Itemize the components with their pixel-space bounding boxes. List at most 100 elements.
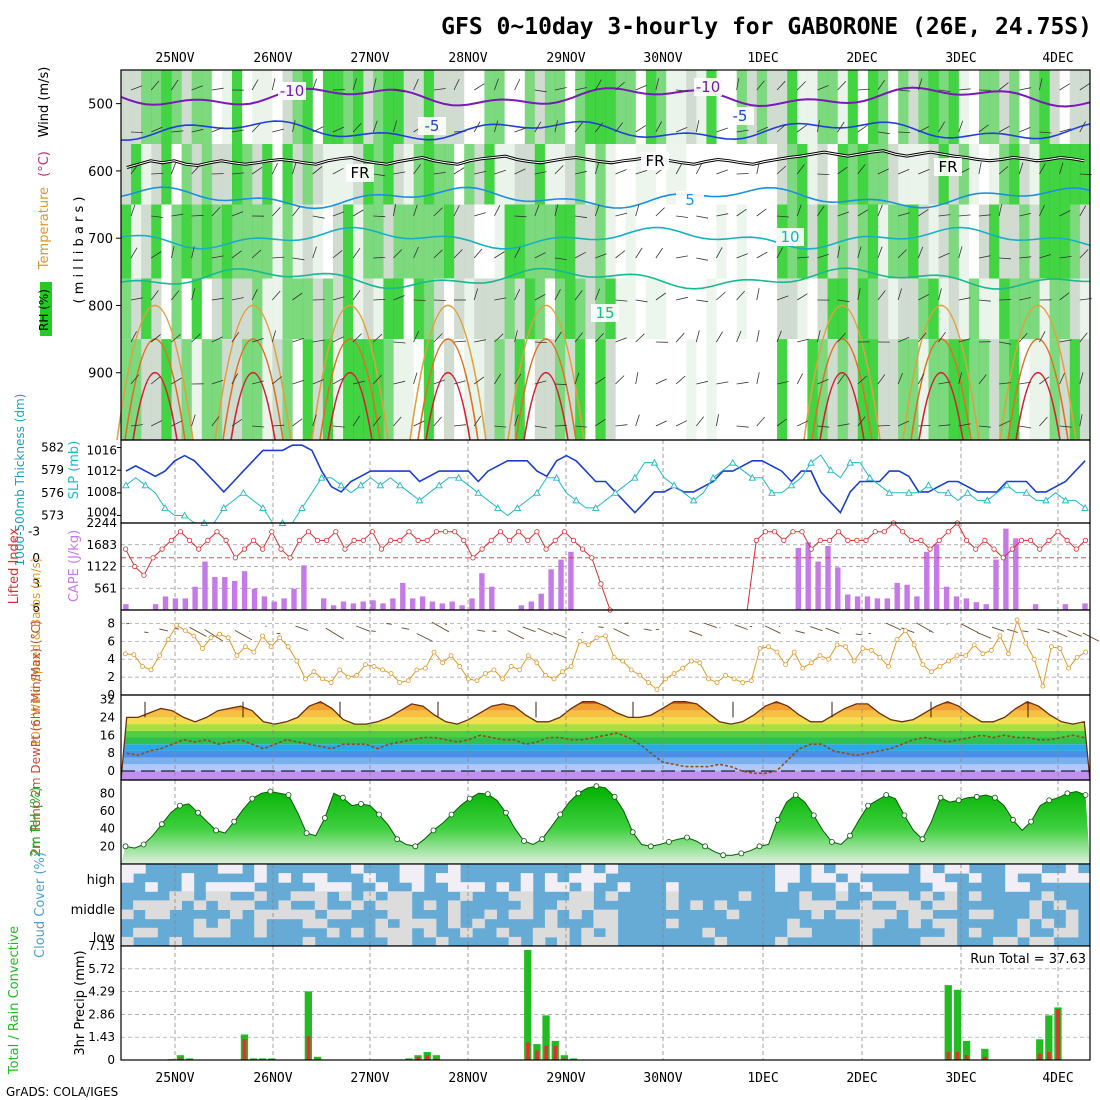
lifted-point-92 [963, 537, 970, 544]
cloud-cell [411, 864, 425, 874]
rh-cell [948, 339, 960, 440]
rh-cell [989, 204, 1000, 279]
wind10-point-86 [860, 646, 866, 651]
wind10-point-79 [800, 665, 806, 671]
rh-cell [201, 339, 213, 440]
wind-barb [332, 250, 343, 259]
wind-barb [736, 381, 749, 385]
wind10-point-61 [646, 680, 651, 685]
isotherm-label-bg [694, 78, 722, 96]
rh-cell [989, 144, 1000, 205]
cape-ytick-label-3: 2244 [86, 516, 117, 530]
cloud-cell [254, 891, 267, 901]
cloud-cell [702, 927, 715, 938]
rh-cell [716, 278, 728, 339]
wind-barb [615, 337, 627, 343]
wind-barb [1079, 83, 1091, 91]
rh-cell [837, 70, 849, 144]
cloud-cell [726, 909, 740, 920]
rh-cell [958, 204, 970, 279]
rh-point-94 [973, 793, 980, 800]
thickness-point-54 [650, 458, 659, 466]
wind10-barb [643, 628, 652, 631]
rh-cell [474, 70, 485, 144]
isotherm-label-bg [641, 152, 669, 170]
wind10-point-81 [817, 653, 823, 658]
thickness-point-58 [689, 496, 698, 504]
lifted-point-94 [982, 537, 988, 544]
rh-cell [595, 144, 606, 205]
lifted-point-74 [799, 529, 805, 535]
rh-cell [999, 204, 1010, 279]
wind-barb [695, 120, 700, 133]
temp-band-9 [121, 710, 1090, 718]
cloud-cell [787, 864, 800, 874]
wind-barb [999, 382, 1012, 385]
wind10-point-9 [200, 646, 205, 651]
cloud-cell [217, 891, 231, 901]
rh-cell [433, 339, 445, 440]
rh-point-20 [303, 830, 310, 836]
rh-cell [746, 278, 758, 339]
bottom-day-label-1: 26NOV [253, 1071, 292, 1086]
wind10-barb [764, 625, 781, 634]
thickness-point-62 [728, 458, 737, 466]
rh-cell [242, 144, 253, 205]
cape-bar-43 [548, 569, 554, 610]
cloud-cell [569, 909, 582, 920]
wind10-barb [598, 626, 604, 628]
rh-point-56 [629, 829, 636, 836]
wind-barb [877, 79, 886, 91]
cloud-cell [944, 882, 958, 892]
rh-cell [282, 144, 294, 205]
wind-barb [332, 296, 345, 301]
cape-bar-73 [845, 594, 851, 610]
wind-barb [817, 425, 830, 428]
wind-barb [575, 170, 587, 175]
lifted-point-98 [1018, 537, 1025, 544]
cloud-cell [557, 936, 570, 947]
cloud-cell [1005, 936, 1018, 947]
wind-barb [675, 332, 685, 343]
slp-ytick-label-2: 1012 [86, 464, 117, 478]
freezing-level-inner [126, 150, 1085, 168]
wind-barb [615, 424, 628, 427]
warm-contour [116, 304, 194, 441]
wind10-barb [1082, 632, 1100, 642]
wind-barb [271, 163, 278, 175]
thickness-point-64 [748, 473, 757, 481]
rh-cell [716, 204, 728, 279]
warm-contour [1007, 338, 1069, 441]
wind-ytick-label-4: 8 [107, 616, 115, 630]
rh-cell [676, 144, 687, 205]
rh-cell [615, 144, 627, 205]
rh-cell [423, 144, 435, 205]
wind-barb [756, 162, 760, 175]
wind-barb [695, 416, 705, 427]
wind-barb [898, 89, 911, 92]
cape-ytick-label-2: 1683 [86, 538, 117, 552]
wind-barb [514, 289, 521, 301]
cloud-cell [448, 918, 461, 929]
wind-barb [595, 418, 606, 427]
warm-contour [311, 304, 389, 441]
wind10-barb [355, 625, 370, 632]
rh-cell [696, 204, 707, 279]
wind10-point-2 [139, 664, 145, 669]
wind10-barb [537, 627, 553, 636]
rh-cell [343, 70, 354, 144]
cloud-cell [181, 882, 195, 892]
rh-cell [1009, 339, 1020, 440]
cloud-cell [605, 927, 619, 938]
rh-cell [373, 278, 384, 339]
cloud-cell [823, 873, 837, 883]
wind-barb [312, 339, 325, 343]
bottom-day-label-2: 27NOV [350, 1071, 389, 1086]
cloud-cell [254, 864, 267, 874]
wind-barb [292, 379, 305, 385]
wind-barb [231, 250, 242, 259]
wind-barb [231, 297, 244, 301]
cloud-cell [859, 927, 873, 938]
cloud-cell [605, 864, 619, 874]
lifted-point-70 [762, 529, 769, 535]
